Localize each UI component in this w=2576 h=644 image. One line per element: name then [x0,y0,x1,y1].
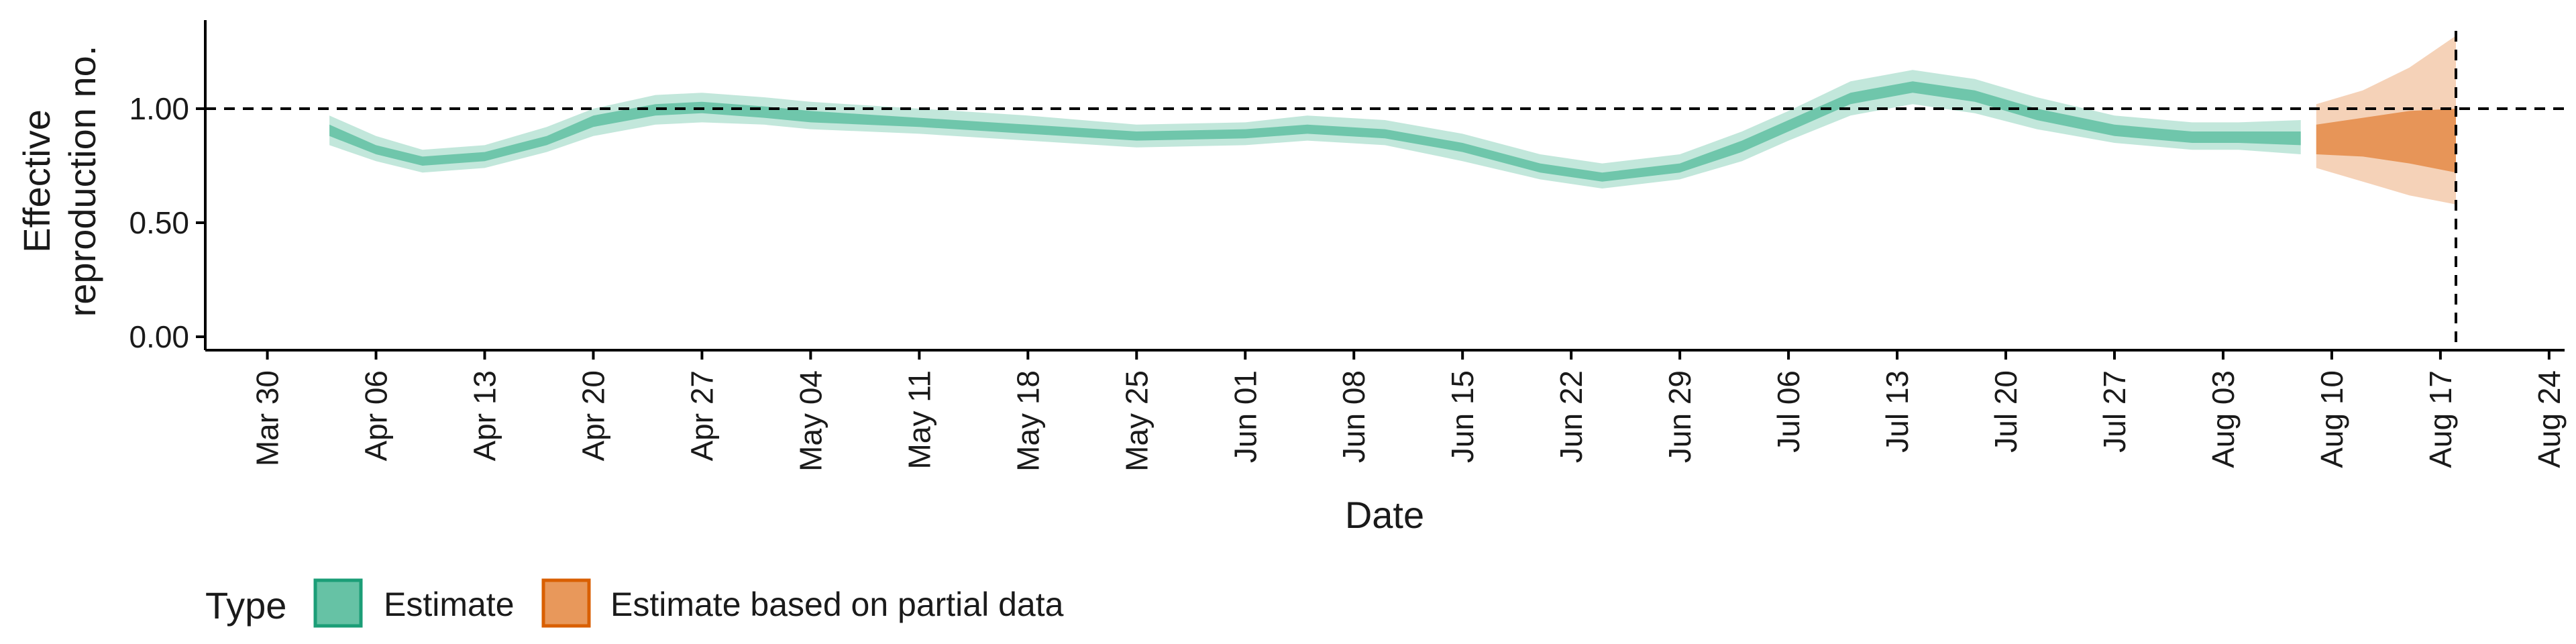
x-tick-label: Jul 06 [1771,370,1806,453]
x-tick-label: Apr 27 [684,370,719,462]
x-tick-label: May 18 [1010,370,1045,472]
legend-key-estimate [313,578,363,628]
legend-label-estimate: Estimate [384,586,515,623]
estimate-bands [329,36,2456,205]
band-50-estimate [329,81,2301,182]
x-tick-label: Apr 20 [576,370,611,462]
x-tick-label: Jul 20 [1988,370,2023,453]
x-tick-label: Jun 15 [1445,370,1480,463]
x-axis-title: Date [1345,494,1424,536]
x-tick-label: Jul 27 [2097,370,2132,453]
x-tick-label: Jun 01 [1228,370,1263,463]
y-tick-label: 1.00 [129,91,189,126]
x-tick-label: Aug 17 [2423,370,2458,468]
x-axis-ticks: Mar 30 Apr 06 Apr 13 Apr 20 Apr 27 May 04 May … [250,350,2567,472]
x-tick-label: Jul 13 [1880,370,1915,453]
y-tick-label: 0.50 [129,205,189,240]
legend: Type Estimate Estimate based on partial … [205,578,1064,628]
y-tick-label: 0.00 [129,319,189,354]
legend-key-partial [541,578,591,628]
y-axis-ticks: 0.00 0.50 1.00 [129,91,205,354]
x-tick-label: Aug 24 [2532,370,2567,468]
x-tick-label: Apr 13 [468,370,502,462]
legend-label-partial: Estimate based on partial data [610,586,1064,623]
legend-title: Type [205,584,286,627]
x-tick-label: Mar 30 [250,370,285,466]
band-50-partial [2316,109,2456,173]
x-tick-label: Jun 29 [1662,370,1697,463]
x-tick-label: Aug 03 [2206,370,2241,468]
x-tick-label: Aug 10 [2314,370,2349,468]
y-axis-title-line2: reproduction no. [61,46,103,317]
x-tick-label: Jun 22 [1554,370,1589,463]
x-tick-label: May 11 [902,370,936,469]
x-tick-label: May 25 [1119,370,1154,472]
x-tick-label: Jun 08 [1336,370,1371,463]
y-axis-title-line1: Effective [15,109,58,253]
x-tick-label: May 04 [793,370,828,472]
x-tick-label: Apr 06 [359,370,394,462]
